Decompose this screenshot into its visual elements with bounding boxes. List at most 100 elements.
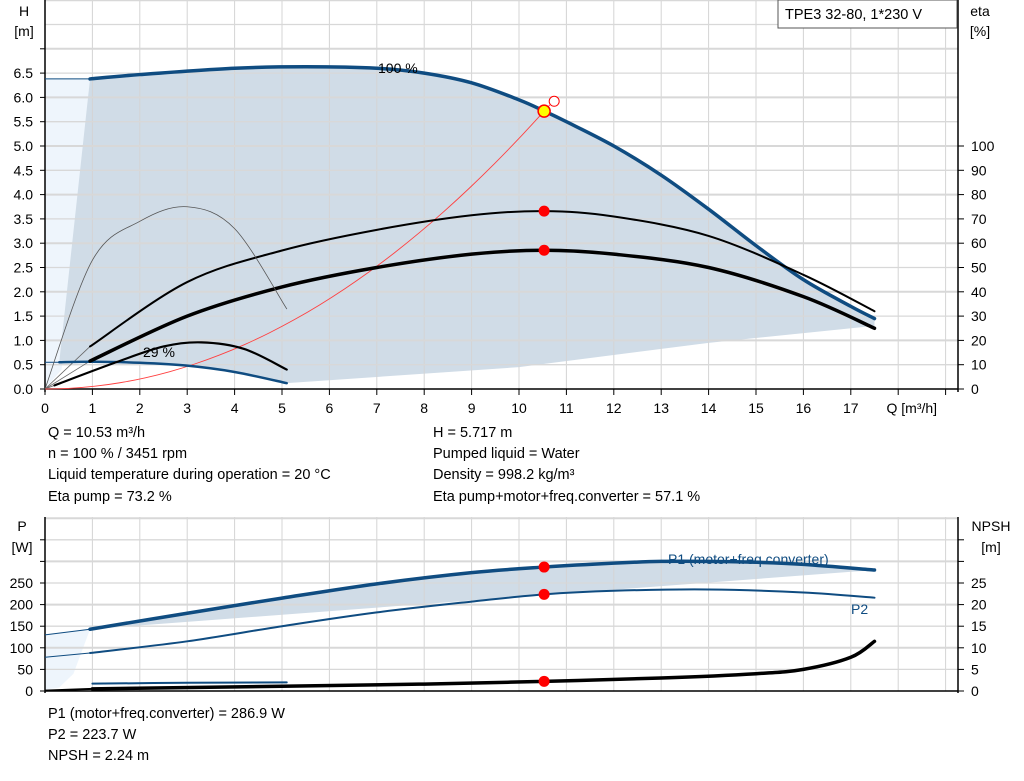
y2-axis-label: eta — [970, 3, 990, 19]
y-tick-label: 150 — [10, 618, 34, 634]
y-tick-label: 5.5 — [14, 114, 34, 130]
y2-tick-label: 50 — [971, 260, 987, 276]
head-chart: 0 1 2 3 4 5 6 7 8 9 10 11 12 13 14 15 16 17 Q [m³/h]0.00.5… — [14, 0, 995, 416]
x-tick-label: 8 — [420, 400, 428, 416]
series-curve-3 — [88, 248, 877, 363]
x-tick-label: 4 — [231, 400, 239, 416]
info-liquid: Pumped liquid = Water — [433, 446, 580, 462]
y-tick-label: 0.0 — [14, 381, 34, 397]
y-tick-label: 2.0 — [14, 284, 34, 300]
annotation-100-percent: 100 % — [378, 60, 418, 76]
series-curve-4 — [44, 206, 288, 390]
y-tick-label: 1.0 — [14, 332, 34, 348]
eta-total-marker — [538, 244, 550, 256]
y-tick-label: 100 — [10, 640, 34, 656]
y-tick-label: 200 — [10, 597, 34, 613]
info-p2: P2 = 223.7 W — [48, 727, 137, 743]
curve-extension — [44, 652, 91, 658]
y2-tick-label: 5 — [971, 661, 979, 677]
info-flow: Q = 10.53 m³/h — [48, 425, 146, 441]
p2-marker — [538, 588, 550, 600]
info-density: Density = 998.2 kg/m³ — [433, 467, 575, 483]
series-curve-1 — [89, 588, 876, 654]
y-axis-label: P — [17, 518, 26, 534]
x-tick-label: 3 — [183, 400, 191, 416]
power-chart: 0 50 100 150 200 250 0 5 10 15 20 25 P [W] NPSH [m] P1 (… — [10, 517, 1011, 699]
y-axis-label: H — [19, 3, 29, 19]
y-tick-label: 0.5 — [14, 357, 34, 373]
system-curve — [44, 110, 545, 390]
y-tick-label: 6.0 — [14, 89, 34, 105]
y2-tick-label: 0 — [971, 683, 979, 699]
annotation-29-percent: 29 % — [143, 344, 175, 360]
p2-series-label: P2 — [851, 601, 868, 617]
chart-title: TPE3 32-80, 1*230 V — [785, 7, 922, 23]
y-tick-label: 5.0 — [14, 138, 34, 154]
y2-tick-label: 40 — [971, 284, 987, 300]
y2-axis-unit: [m] — [981, 539, 1000, 555]
info-p1: P1 (motor+freq.converter) = 286.9 W — [48, 706, 285, 722]
y2-tick-label: 70 — [971, 211, 987, 227]
p1-series-label: P1 (motor+freq.converter) — [668, 551, 829, 567]
y2-tick-label: 15 — [971, 618, 987, 634]
y-tick-label: 3.5 — [14, 211, 34, 227]
x-tick-label: 0 — [41, 400, 49, 416]
y-tick-label: 250 — [10, 575, 34, 591]
x-tick-label: 10 — [511, 400, 527, 416]
y2-tick-label: 30 — [971, 308, 987, 324]
power-range-fill — [90, 561, 875, 630]
y2-tick-label: 100 — [971, 138, 995, 154]
x-tick-label: 14 — [701, 400, 717, 416]
y2-tick-label: 20 — [971, 332, 987, 348]
y-axis-unit: [m] — [14, 23, 33, 39]
y2-axis-label: NPSH — [972, 518, 1011, 534]
series-curve-5 — [53, 341, 288, 387]
y-tick-label: 3.0 — [14, 235, 34, 251]
title-box — [777, 0, 958, 29]
eta-pump-marker — [538, 205, 550, 217]
x-tick-label: 1 — [89, 400, 97, 416]
info-head: H = 5.717 m — [433, 425, 513, 441]
series-curve-2 — [89, 210, 876, 348]
y2-tick-label: 25 — [971, 575, 987, 591]
info-eta-total: Eta pump+motor+freq.converter = 57.1 % — [433, 489, 701, 505]
curve-extension — [44, 360, 91, 390]
x-tick-label: 11 — [559, 400, 574, 416]
x-tick-label: 9 — [468, 400, 476, 416]
series-curve-2 — [91, 681, 288, 685]
x-tick-label: 5 — [278, 400, 286, 416]
operating-range-light-fill — [45, 78, 91, 389]
y-tick-label: 4.0 — [14, 187, 34, 203]
y2-tick-label: 60 — [971, 235, 987, 251]
curve-extension — [44, 384, 55, 390]
x-tick-label: 13 — [653, 400, 669, 416]
x-tick-label: 7 — [373, 400, 381, 416]
y2-tick-label: 0 — [971, 381, 979, 397]
info-speed: n = 100 % / 3451 rpm — [48, 446, 188, 462]
y2-tick-label: 80 — [971, 187, 987, 203]
curve-extension — [44, 628, 91, 636]
y-tick-label: 50 — [17, 661, 33, 677]
y2-tick-label: 20 — [971, 597, 987, 613]
curve-extension — [44, 687, 93, 692]
series-curve-3 — [90, 639, 877, 691]
y2-tick-label: 10 — [971, 357, 987, 373]
y2-tick-label: 10 — [971, 640, 987, 656]
requested-point-marker — [548, 95, 560, 107]
y-axis-unit: [W] — [12, 539, 33, 555]
p1-marker — [538, 561, 550, 573]
info-temperature: Liquid temperature during operation = 20… — [48, 467, 331, 483]
y-tick-label: 1.5 — [14, 308, 34, 324]
npsh-marker — [538, 675, 550, 687]
x-tick-label: 15 — [748, 400, 764, 416]
x-tick-label: 6 — [326, 400, 334, 416]
x-tick-label: 2 — [136, 400, 144, 416]
y2-axis-unit: [%] — [970, 23, 990, 39]
y-tick-label: 2.5 — [14, 260, 34, 276]
duty-point-marker — [537, 104, 551, 118]
operating-range-fill — [59, 66, 875, 384]
y-tick-label: 0 — [25, 683, 33, 699]
curve-extension — [44, 346, 91, 390]
y2-tick-label: 90 — [971, 162, 987, 178]
